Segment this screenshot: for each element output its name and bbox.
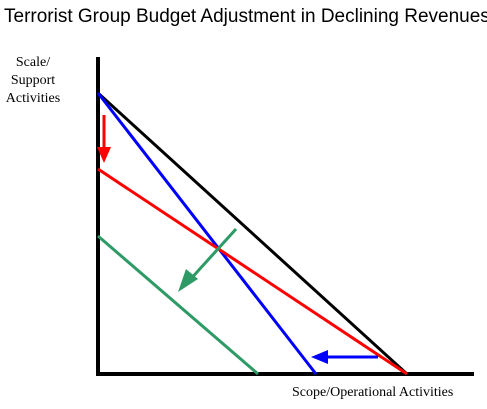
proportional-cut-budget-line [97, 234, 259, 376]
y-axis-label: Scale/ Support Activities [0, 54, 66, 108]
scale-cut-budget-line [97, 167, 408, 376]
y-axis-label-line-1: Scale/ [15, 55, 51, 70]
y-axis-label-line-3: Activities [5, 91, 61, 106]
original-budget-line [96, 91, 409, 376]
arrow-down-left-icon [178, 227, 238, 292]
scope-cut-budget-line [96, 92, 318, 375]
x-axis-label: Scope/Operational Activities [292, 385, 454, 400]
diagram-title: Terrorist Group Budget Adjustment in Dec… [4, 6, 487, 27]
y-axis-label-line-2: Support [10, 73, 56, 88]
arrow-left-icon [311, 350, 378, 364]
arrow-down-icon [97, 115, 111, 163]
